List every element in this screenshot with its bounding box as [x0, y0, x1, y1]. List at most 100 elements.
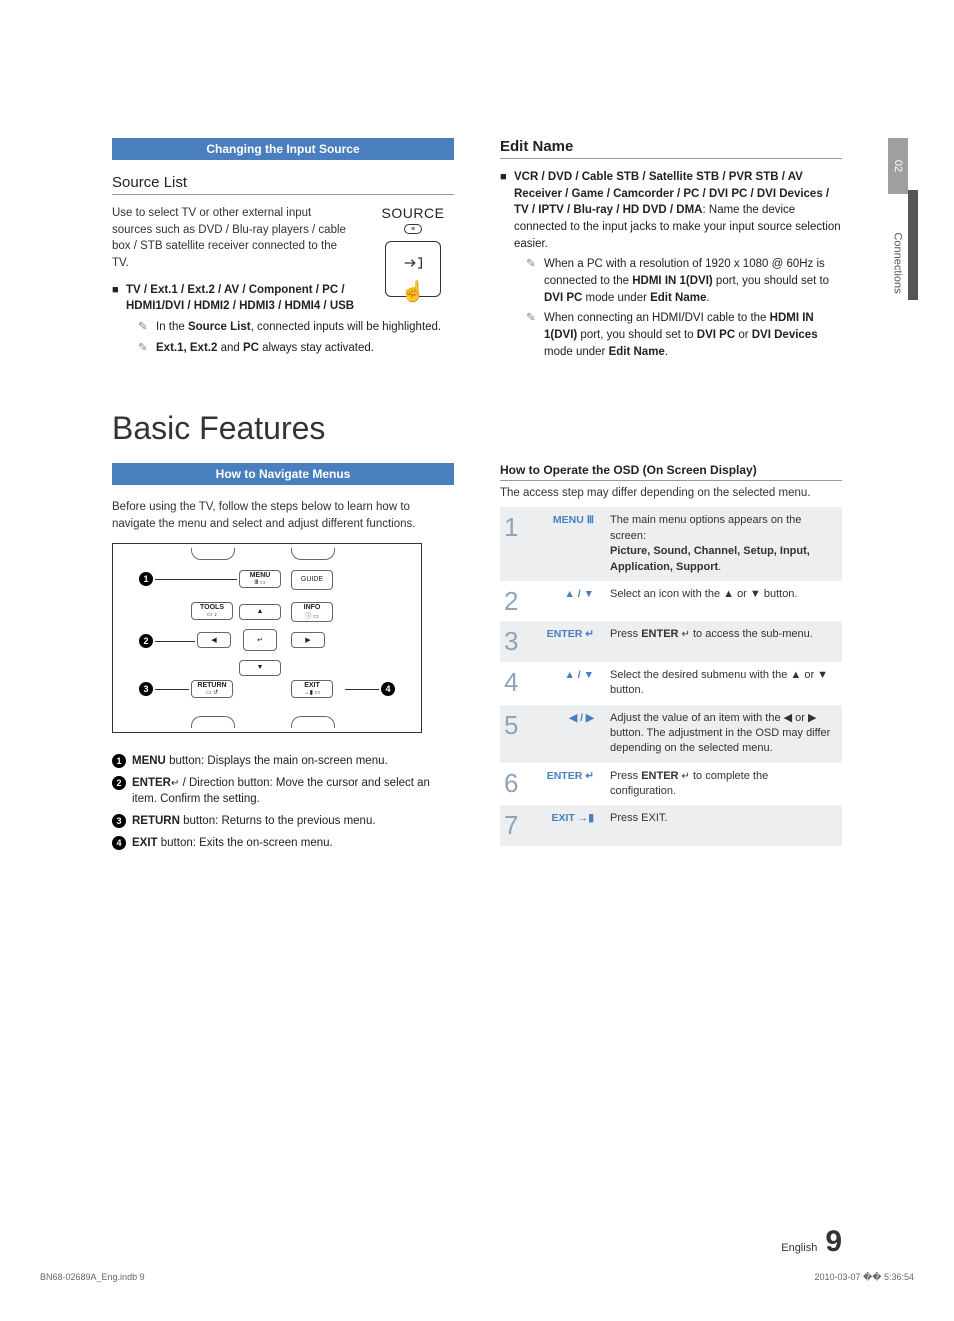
t: EXIT — [304, 682, 320, 689]
step-desc: Press ENTER ↵ to complete the configurat… — [604, 763, 842, 806]
heading-source-list: Source List — [112, 174, 454, 195]
t-bold: Edit Name — [650, 292, 706, 304]
remote-right-button: ▶ — [291, 632, 325, 648]
step-number: 3 — [500, 621, 526, 661]
step-number: 4 — [500, 662, 526, 705]
note-icon: ✎ — [526, 256, 544, 306]
step-control: EXIT →▮ — [526, 805, 604, 845]
page: 02 Connections Changing the Input Source… — [20, 20, 934, 1301]
note-icon: ✎ — [138, 340, 156, 357]
osd-step-row: 3 ENTER ↵ Press ENTER ↵ to access the su… — [500, 621, 842, 661]
legend-text: EXIT button: Exits the on-screen menu. — [132, 835, 454, 851]
remote-enter-button: ↵ — [243, 629, 277, 651]
remote-info-button: INFO ⓘ ▭ — [291, 602, 333, 622]
col-left-bottom: How to Navigate Menus Before using the T… — [112, 463, 454, 857]
legend-text: MENU button: Displays the main on-screen… — [132, 753, 454, 769]
osd-intro: The access step may differ depending on … — [500, 487, 842, 499]
step-control: ENTER ↵ — [526, 763, 604, 806]
source-list-desc: Use to select TV or other external input… — [112, 205, 352, 272]
callout-2: 2 — [112, 776, 126, 790]
chapter-number: 02 — [892, 160, 904, 172]
t: port, you should set to — [713, 275, 829, 287]
source-label-text: SOURCE — [382, 205, 445, 221]
t-bold: Ext.1, Ext.2 — [156, 342, 217, 354]
callout-4: 4 — [381, 682, 395, 696]
thumb-tab — [908, 190, 918, 300]
remote-return-button: RETURN ▭ ↺ — [191, 680, 233, 698]
remote-left-button: ◀ — [197, 632, 231, 648]
chapter-title: Basic Features — [112, 410, 842, 447]
t: . — [665, 346, 668, 358]
remote-button-top — [291, 548, 335, 560]
osd-step-row: 5 ◀ / ▶ Adjust the value of an item with… — [500, 705, 842, 763]
chapter-number-box: 02 — [888, 138, 908, 194]
osd-step-row: 1 MENU Ⅲ The main menu options appears o… — [500, 507, 842, 581]
t: When connecting an HDMI/DVI cable to the — [544, 312, 770, 324]
osd-step-row: 7 EXIT →▮ Press EXIT. — [500, 805, 842, 845]
step-number: 6 — [500, 763, 526, 806]
note-source-highlighted: ✎ In the Source List, connected inputs w… — [138, 319, 454, 336]
page-number-group: English 9 — [781, 1225, 842, 1259]
source-icon-group: SOURCE ≡ ☝ — [372, 205, 454, 297]
note-pc-resolution: ✎ When a PC with a resolution of 1920 x … — [526, 256, 842, 306]
legend-text: ENTER↵ / Direction button: Move the curs… — [132, 775, 454, 807]
t: GUIDE — [301, 576, 323, 583]
note-icon: ✎ — [138, 319, 156, 336]
t: always stay activated. — [259, 342, 374, 354]
t: and — [217, 342, 243, 354]
heading-osd: How to Operate the OSD (On Screen Displa… — [500, 463, 842, 481]
t-bold: HDMI IN 1(DVI) — [632, 275, 713, 287]
legend-row: 1 MENU button: Displays the main on-scre… — [112, 753, 454, 769]
hand-pointer-icon: ☝ — [401, 279, 426, 304]
imprint-left: BN68-02689A_Eng.indb 9 — [40, 1272, 145, 1283]
remote-menu-button: MENU Ⅲ ▭ — [239, 570, 281, 588]
imprint-right: 2010-03-07 �� 5:36:54 — [814, 1272, 914, 1283]
edit-name-bullet: ■ VCR / DVD / Cable STB / Satellite STB … — [500, 169, 842, 252]
t-bold: Edit Name — [609, 346, 665, 358]
step-desc: Press ENTER ↵ to access the sub-menu. — [604, 621, 842, 661]
chapter-label: Connections — [892, 232, 904, 293]
callout-1: 1 — [112, 754, 126, 768]
step-number: 2 — [500, 581, 526, 621]
step-control: MENU Ⅲ — [526, 507, 604, 581]
source-list-bullet: ■ TV / Ext.1 / Ext.2 / AV / Component / … — [112, 282, 362, 315]
step-desc: The main menu options appears on the scr… — [604, 507, 842, 581]
source-inputs-list: TV / Ext.1 / Ext.2 / AV / Component / PC… — [126, 284, 354, 313]
t: mode under — [544, 346, 609, 358]
t: mode under — [582, 292, 650, 304]
callout-1: 1 — [139, 572, 153, 586]
square-bullet-icon: ■ — [500, 169, 514, 252]
col-right-bottom: How to Operate the OSD (On Screen Displa… — [500, 463, 842, 845]
t: RETURN — [197, 682, 226, 689]
osd-step-row: 2 ▲ / ▼ Select an icon with the ▲ or ▼ b… — [500, 581, 842, 621]
remote-button-top — [191, 548, 235, 560]
step-number: 1 — [500, 507, 526, 581]
callout-3: 3 — [112, 814, 126, 828]
remote-button-bottom — [291, 716, 335, 728]
remote-tools-button: TOOLS ▭ ♪ — [191, 602, 233, 620]
t: In the — [156, 321, 188, 333]
section-bar-navigate: How to Navigate Menus — [112, 463, 454, 485]
source-label: SOURCE ≡ — [372, 205, 454, 235]
step-control: ▲ / ▼ — [526, 662, 604, 705]
callout-4: 4 — [112, 836, 126, 850]
t-bold: DVI PC — [697, 329, 735, 341]
remote-up-button: ▲ — [239, 604, 281, 620]
remote-exit-button: EXIT →▮ ▭ — [291, 680, 333, 698]
square-bullet-icon: ■ — [112, 282, 126, 315]
step-control: ENTER ↵ — [526, 621, 604, 661]
content: 02 Connections Changing the Input Source… — [112, 138, 842, 857]
remote-guide-button: GUIDE — [291, 570, 333, 590]
chapter-label-box: Connections — [888, 194, 908, 332]
legend-row: 2 ENTER↵ / Direction button: Move the cu… — [112, 775, 454, 807]
imprint-line: BN68-02689A_Eng.indb 9 2010-03-07 �� 5:3… — [40, 1272, 914, 1283]
step-desc: Press EXIT. — [604, 805, 842, 845]
remote-button-bottom — [191, 716, 235, 728]
callout-3: 3 — [139, 682, 153, 696]
osd-step-row: 4 ▲ / ▼ Select the desired submenu with … — [500, 662, 842, 705]
col-right-top: Edit Name ■ VCR / DVD / Cable STB / Sate… — [500, 138, 842, 364]
t-bold: Source List — [188, 321, 251, 333]
section-bar-input-source: Changing the Input Source — [112, 138, 454, 160]
callout-2: 2 — [139, 634, 153, 648]
remote-legend: 1 MENU button: Displays the main on-scre… — [112, 753, 454, 851]
